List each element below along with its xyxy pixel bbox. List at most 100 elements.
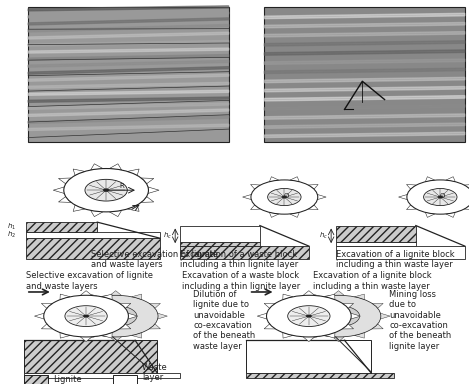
Polygon shape bbox=[283, 333, 293, 338]
Bar bbox=[28, 7, 228, 142]
Polygon shape bbox=[73, 169, 85, 175]
Polygon shape bbox=[41, 324, 53, 329]
Polygon shape bbox=[290, 212, 299, 217]
Circle shape bbox=[103, 189, 109, 192]
Polygon shape bbox=[91, 164, 103, 170]
Bar bbox=[24, 375, 48, 384]
Text: $h_c$: $h_c$ bbox=[319, 231, 328, 241]
Text: O: O bbox=[283, 193, 289, 199]
Text: Excavation of a lignite block
including a thin waste layer: Excavation of a lignite block including … bbox=[313, 271, 432, 291]
Polygon shape bbox=[264, 324, 275, 329]
Circle shape bbox=[251, 180, 318, 214]
Text: Waste
layer: Waste layer bbox=[142, 362, 167, 382]
Text: Excavation of a lignite block
including a thin waste layer: Excavation of a lignite block including … bbox=[336, 249, 454, 269]
Polygon shape bbox=[312, 333, 323, 338]
Polygon shape bbox=[264, 68, 465, 73]
Polygon shape bbox=[294, 303, 305, 308]
Bar bbox=[180, 246, 309, 259]
Polygon shape bbox=[264, 13, 465, 19]
Polygon shape bbox=[91, 210, 103, 217]
Polygon shape bbox=[64, 313, 74, 319]
Polygon shape bbox=[264, 303, 275, 308]
Polygon shape bbox=[325, 294, 335, 300]
Text: Selective excavation of lignite
and waste layers: Selective excavation of lignite and wast… bbox=[26, 271, 153, 291]
Polygon shape bbox=[28, 24, 228, 32]
Polygon shape bbox=[257, 313, 267, 319]
Polygon shape bbox=[308, 205, 318, 210]
Polygon shape bbox=[71, 303, 82, 308]
Circle shape bbox=[336, 315, 341, 317]
Polygon shape bbox=[264, 41, 465, 46]
Polygon shape bbox=[264, 23, 465, 28]
Polygon shape bbox=[308, 184, 318, 189]
Bar bbox=[26, 238, 160, 259]
Polygon shape bbox=[407, 184, 417, 189]
Polygon shape bbox=[28, 82, 228, 88]
Polygon shape bbox=[28, 67, 228, 74]
Bar bbox=[26, 232, 160, 238]
Polygon shape bbox=[312, 294, 323, 300]
Circle shape bbox=[438, 196, 443, 198]
Polygon shape bbox=[399, 194, 407, 199]
Polygon shape bbox=[333, 291, 345, 296]
Text: Selective excavation of lignite
and waste layers: Selective excavation of lignite and wast… bbox=[91, 249, 218, 269]
Polygon shape bbox=[28, 6, 228, 11]
Polygon shape bbox=[110, 337, 122, 341]
Polygon shape bbox=[351, 313, 361, 319]
Polygon shape bbox=[132, 294, 142, 300]
Polygon shape bbox=[407, 205, 417, 210]
Polygon shape bbox=[264, 31, 465, 37]
Bar bbox=[264, 7, 465, 142]
Circle shape bbox=[94, 306, 137, 327]
Polygon shape bbox=[425, 177, 435, 182]
Polygon shape bbox=[264, 105, 465, 110]
Bar bbox=[24, 340, 157, 373]
Circle shape bbox=[65, 306, 107, 327]
Polygon shape bbox=[381, 313, 390, 319]
Bar bbox=[246, 373, 393, 378]
Polygon shape bbox=[264, 95, 465, 101]
Text: Dilution of
lignite due to
unavoidable
co-excavation
of the beneath
waste layer: Dilution of lignite due to unavoidable c… bbox=[193, 290, 255, 351]
Circle shape bbox=[282, 196, 287, 198]
Text: $h_1$: $h_1$ bbox=[7, 222, 16, 232]
Polygon shape bbox=[149, 324, 160, 329]
Polygon shape bbox=[283, 294, 293, 300]
Polygon shape bbox=[102, 333, 112, 338]
Polygon shape bbox=[109, 164, 122, 170]
Polygon shape bbox=[60, 294, 70, 300]
Polygon shape bbox=[28, 74, 228, 81]
Text: Excavation of a waste block
including a thin lignite layer: Excavation of a waste block including a … bbox=[180, 249, 298, 269]
Bar bbox=[336, 246, 465, 259]
Polygon shape bbox=[342, 303, 354, 308]
Polygon shape bbox=[264, 87, 465, 92]
Text: $h_2$: $h_2$ bbox=[7, 230, 16, 240]
Bar bbox=[336, 242, 416, 246]
Polygon shape bbox=[80, 291, 92, 296]
Polygon shape bbox=[303, 291, 315, 296]
Polygon shape bbox=[28, 124, 228, 130]
Polygon shape bbox=[58, 178, 71, 184]
Polygon shape bbox=[71, 324, 82, 329]
Polygon shape bbox=[128, 169, 139, 175]
Polygon shape bbox=[464, 205, 474, 210]
Polygon shape bbox=[28, 54, 228, 60]
Bar bbox=[24, 373, 180, 378]
Polygon shape bbox=[41, 303, 53, 308]
Polygon shape bbox=[294, 324, 305, 329]
Text: $h_c$: $h_c$ bbox=[163, 231, 172, 241]
Polygon shape bbox=[28, 18, 228, 25]
Polygon shape bbox=[28, 12, 228, 18]
Polygon shape bbox=[264, 77, 465, 83]
Polygon shape bbox=[28, 48, 228, 53]
Polygon shape bbox=[264, 123, 465, 128]
Polygon shape bbox=[287, 313, 297, 319]
Text: O: O bbox=[439, 193, 445, 199]
Polygon shape bbox=[73, 205, 85, 211]
Circle shape bbox=[44, 295, 128, 337]
Polygon shape bbox=[90, 294, 100, 300]
Text: Excavation of a waste block
including a thin lignite layer: Excavation of a waste block including a … bbox=[182, 271, 300, 291]
Polygon shape bbox=[355, 294, 365, 300]
Polygon shape bbox=[110, 291, 122, 296]
Polygon shape bbox=[251, 184, 261, 189]
Polygon shape bbox=[141, 197, 154, 203]
